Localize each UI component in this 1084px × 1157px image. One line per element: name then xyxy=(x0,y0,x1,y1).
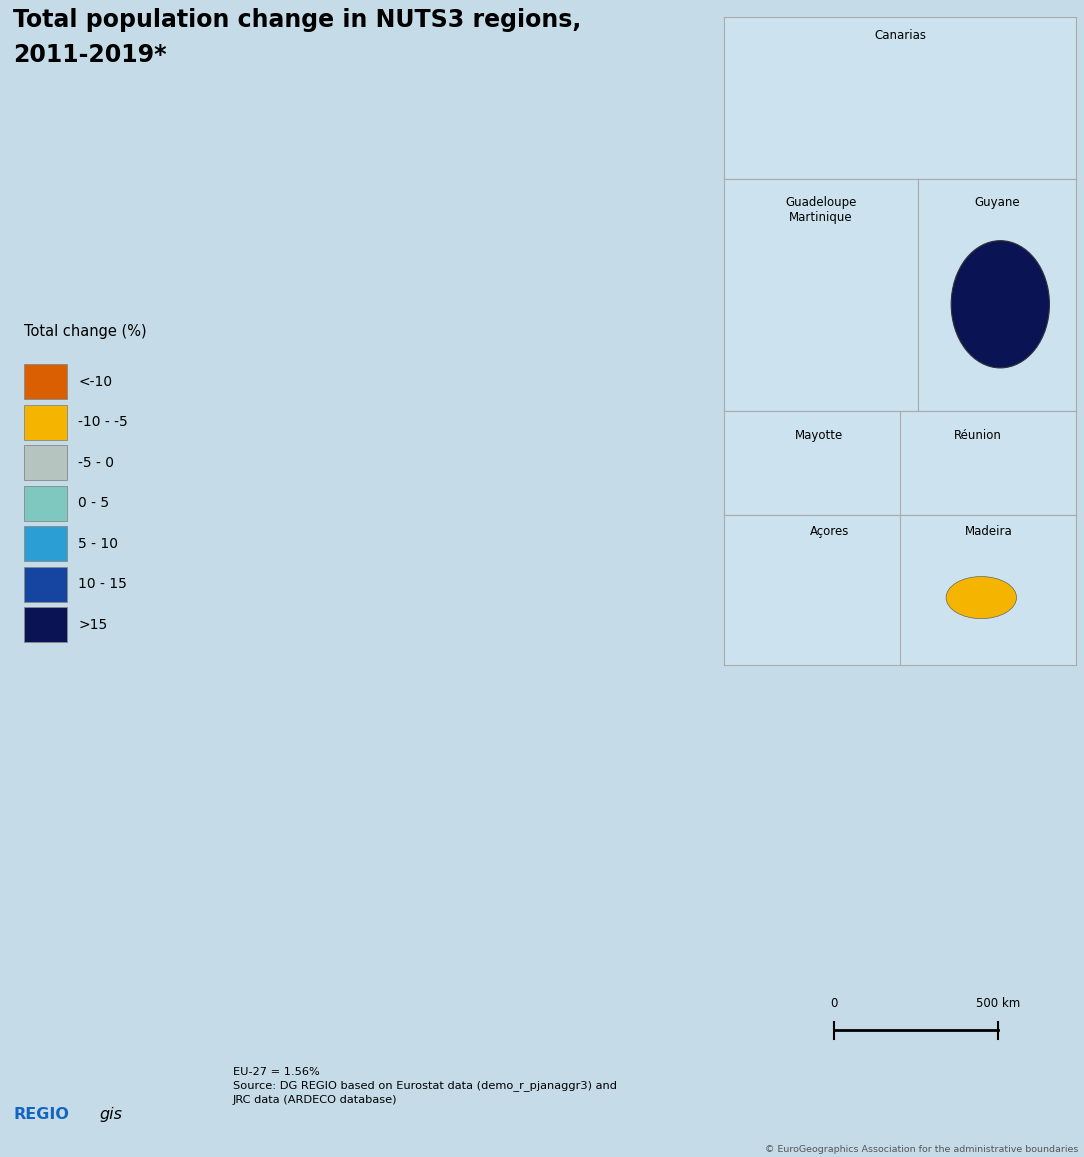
Text: 0 - 5: 0 - 5 xyxy=(78,496,109,510)
Text: 0: 0 xyxy=(830,997,838,1010)
Text: 5 - 10: 5 - 10 xyxy=(78,537,118,551)
Text: 10 - 15: 10 - 15 xyxy=(78,577,127,591)
Text: -5 - 0: -5 - 0 xyxy=(78,456,114,470)
Ellipse shape xyxy=(951,241,1049,368)
Text: REGIO: REGIO xyxy=(13,1107,69,1122)
Ellipse shape xyxy=(946,576,1017,619)
Text: Mayotte: Mayotte xyxy=(795,429,843,442)
Text: 500 km: 500 km xyxy=(976,997,1020,1010)
Text: >15: >15 xyxy=(78,618,107,632)
Text: EU-27 = 1.56%
Source: DG REGIO based on Eurostat data (demo_r_pjanaggr3) and
JRC: EU-27 = 1.56% Source: DG REGIO based on … xyxy=(233,1067,617,1105)
Text: Açores: Açores xyxy=(810,525,850,538)
Text: Canarias: Canarias xyxy=(875,29,926,42)
Text: 2011-2019*: 2011-2019* xyxy=(13,43,167,67)
Text: Guyane: Guyane xyxy=(975,196,1020,208)
Text: <-10: <-10 xyxy=(78,375,112,389)
Text: -10 - -5: -10 - -5 xyxy=(78,415,128,429)
Text: © EuroGeographics Association for the administrative boundaries: © EuroGeographics Association for the ad… xyxy=(765,1144,1079,1154)
Text: Total change (%): Total change (%) xyxy=(24,324,146,339)
Text: Guadeloupe
Martinique: Guadeloupe Martinique xyxy=(785,196,856,223)
Text: gis: gis xyxy=(100,1107,122,1122)
Text: Madeira: Madeira xyxy=(965,525,1012,538)
Text: Total population change in NUTS3 regions,: Total population change in NUTS3 regions… xyxy=(13,8,581,32)
Text: Réunion: Réunion xyxy=(954,429,1002,442)
